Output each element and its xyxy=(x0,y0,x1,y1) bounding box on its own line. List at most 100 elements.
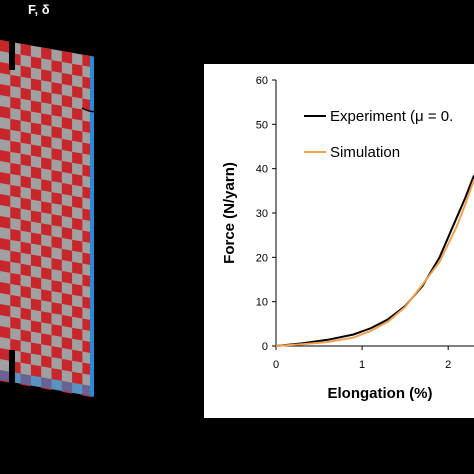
y-tick-label: 60 xyxy=(256,75,268,87)
fabric-tile xyxy=(10,118,21,132)
fabric-tile xyxy=(61,72,73,86)
fabric-tile xyxy=(72,63,83,77)
fabric-tile xyxy=(41,245,52,259)
fabric-tile xyxy=(0,304,11,317)
fabric-tile xyxy=(30,232,42,246)
fabric-edge xyxy=(90,55,94,397)
constraint-pointer xyxy=(81,99,107,113)
x-tick-label: 0 xyxy=(273,359,279,371)
fabric-tile xyxy=(20,351,31,365)
fabric-tile xyxy=(30,144,42,158)
fabric-tile xyxy=(10,74,21,88)
fabric-tile xyxy=(0,282,11,295)
fabric-tile xyxy=(30,188,42,202)
fabric-tile xyxy=(10,272,21,286)
fabric-tile xyxy=(20,65,31,79)
fabric-tile xyxy=(30,166,42,180)
y-tick-label: 20 xyxy=(256,252,268,264)
fabric-tile xyxy=(61,358,73,372)
fabric-tile xyxy=(41,47,52,61)
fabric-tile xyxy=(41,91,52,105)
fabric-tile xyxy=(30,78,42,92)
fabric-tile xyxy=(41,135,52,149)
fabric-tile xyxy=(0,62,11,75)
series-line-simulation xyxy=(275,179,474,347)
fabric-tile xyxy=(20,87,31,101)
fabric-tile xyxy=(41,69,52,83)
fabric-tile xyxy=(20,175,31,189)
y-tick-label: 30 xyxy=(256,208,268,220)
fabric-tile xyxy=(10,96,21,110)
fabric-tile xyxy=(51,82,62,95)
fabric-model-panel: F, δ Rigid constraint xyxy=(0,0,112,474)
fabric-tile xyxy=(72,151,83,165)
fabric-bottom-edge xyxy=(0,370,94,397)
fabric-tile xyxy=(41,179,52,193)
fabric-tile xyxy=(20,131,31,145)
y-tick-label: 50 xyxy=(256,119,268,131)
fabric-tile xyxy=(61,50,73,64)
fabric-group xyxy=(0,40,94,398)
fabric-tile xyxy=(10,206,21,220)
double-arrow-up-icon-head xyxy=(3,20,21,32)
series-line-experiment xyxy=(275,174,474,347)
fabric-tile xyxy=(61,270,73,284)
chart-canvas: 0 10 20 30 40 50 60 0 1 2 Elongation (%) Force (N/y… xyxy=(221,75,474,402)
fabric-tile xyxy=(41,223,52,237)
fabric-tile xyxy=(51,280,62,293)
fabric-tile xyxy=(0,150,11,163)
fabric-tile xyxy=(72,327,83,341)
fabric-tile xyxy=(41,113,52,127)
fabric-tile xyxy=(20,197,31,211)
fabric-tile xyxy=(0,260,11,273)
fabric-tile xyxy=(51,324,62,337)
fabric-tile xyxy=(61,182,73,196)
fabric-tile xyxy=(61,116,73,130)
fabric-tile xyxy=(0,194,11,207)
fabric-tile xyxy=(61,336,73,350)
fabric-tile xyxy=(51,258,62,271)
fabric-tile xyxy=(51,346,62,359)
fabric-tile xyxy=(61,138,73,152)
y-tick-label: 10 xyxy=(256,297,268,309)
fabric-tile xyxy=(51,60,62,73)
fabric-tile xyxy=(10,162,21,176)
legend-label: Simulation xyxy=(330,144,400,161)
fabric-tile xyxy=(10,338,21,352)
fabric-tile xyxy=(20,285,31,299)
legend-label: Experiment (μ = 0. xyxy=(330,108,453,125)
fabric-tile xyxy=(20,329,31,343)
fabric-tile xyxy=(20,219,31,233)
fabric-tile xyxy=(61,292,73,306)
fabric-tile xyxy=(61,248,73,262)
fabric-tile xyxy=(41,333,52,347)
double-arrow-up-icon xyxy=(3,20,21,70)
fabric-tile xyxy=(61,94,73,108)
fabric-tile xyxy=(30,298,42,312)
fabric-tile xyxy=(10,228,21,242)
fabric-tile xyxy=(51,236,62,249)
fabric-tile xyxy=(0,216,11,229)
fabric-tile xyxy=(72,107,83,121)
fabric-tile xyxy=(41,157,52,171)
fabric-tile xyxy=(41,201,52,215)
fabric-tile xyxy=(0,348,11,361)
y-axis-title: Force (N/yarn) xyxy=(221,162,238,264)
fabric-tile xyxy=(41,289,52,303)
load-label: F, δ xyxy=(28,2,50,17)
fabric-tile xyxy=(72,371,83,385)
fabric-tile xyxy=(30,342,42,356)
fabric-tile xyxy=(61,204,73,218)
fabric-tile xyxy=(10,184,21,198)
fabric-tile xyxy=(10,294,21,308)
fabric-tile xyxy=(72,283,83,297)
fabric-tile xyxy=(41,311,52,325)
fabric-tile xyxy=(0,238,11,251)
fabric-tile xyxy=(0,106,11,119)
fabric-tile xyxy=(30,210,42,224)
fabric-tile xyxy=(72,217,83,231)
fabric-tile xyxy=(20,241,31,255)
fabric-tile xyxy=(41,355,52,369)
fabric-body xyxy=(0,40,94,398)
fabric-tile xyxy=(10,316,21,330)
